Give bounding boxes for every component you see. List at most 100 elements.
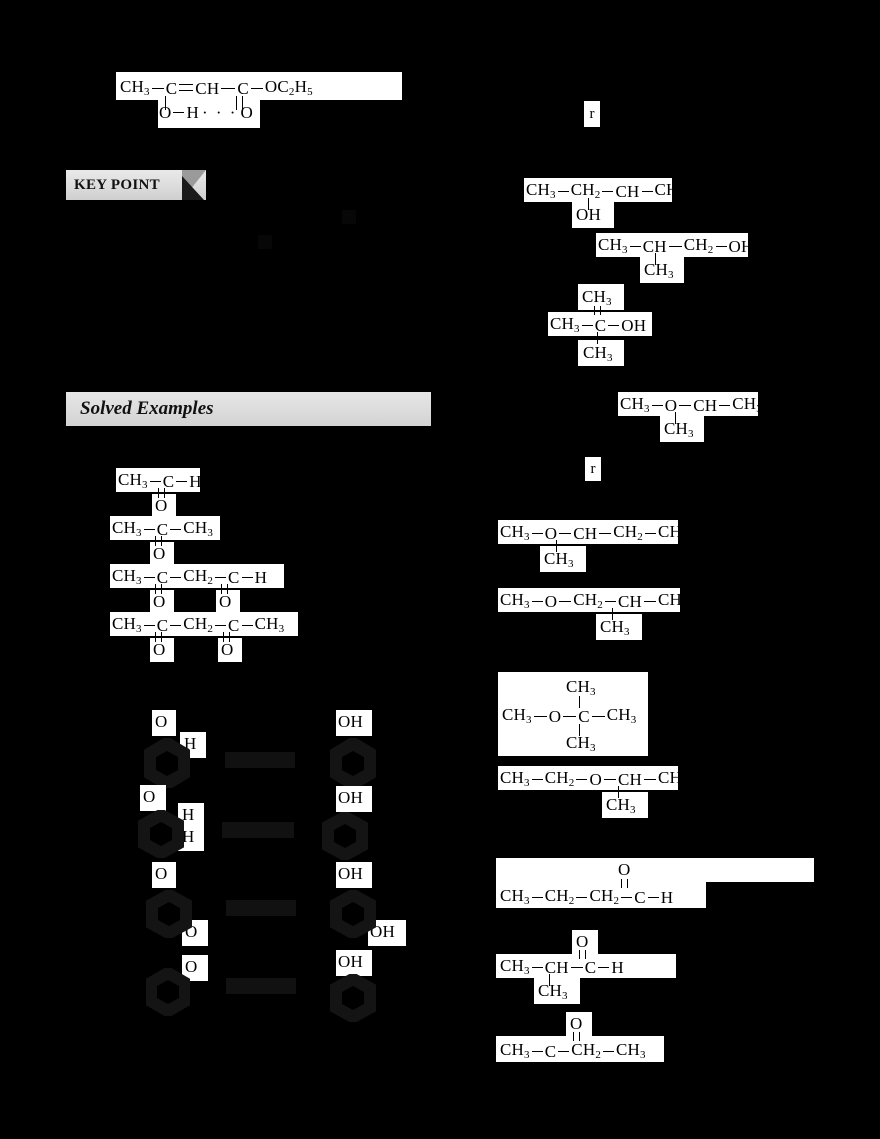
key-point-label: KEY POINT bbox=[74, 176, 160, 193]
patch-ring-r1-left-o bbox=[152, 710, 176, 736]
fragment-r-mid: r bbox=[585, 457, 601, 481]
bond-oxobutanal-co2 bbox=[221, 584, 228, 594]
bond-butanal-co bbox=[621, 879, 628, 888]
patch-ring-r1-right-oh bbox=[336, 710, 372, 736]
solved-examples-banner: Solved Examples bbox=[66, 392, 431, 426]
label-ring-r2-left-h1: H bbox=[182, 805, 195, 824]
label-ring-r3-right-oh1: OH bbox=[338, 864, 363, 883]
patch-ring-r2-right-oh bbox=[336, 786, 372, 812]
bond-tertbutanol-bottom bbox=[597, 332, 598, 344]
label-ring-r2-right-oh: OH bbox=[338, 788, 363, 807]
patch-ring-r3-right-oh1 bbox=[336, 862, 372, 888]
label-ring-r1-left-o: O bbox=[155, 712, 168, 731]
bond-carbonyl-vertical bbox=[236, 96, 243, 110]
patch-tertbutanol-bot bbox=[578, 340, 624, 366]
benzene-ring-r4-right bbox=[330, 974, 376, 1022]
label-butanal-o: O bbox=[618, 860, 631, 879]
bond-tertbutanol-top bbox=[594, 306, 601, 315]
structure-2-methylpropanal: CH3 CH C H bbox=[500, 956, 624, 977]
label-ring-r2-left-h2: H bbox=[182, 827, 195, 846]
structure-propanone: CH3 C CH3 bbox=[112, 518, 214, 539]
label-mtbe-top-ch3: CH3 bbox=[566, 677, 596, 698]
patch-butanal-o bbox=[496, 858, 814, 882]
patch-ethoxypropane-ch3 bbox=[602, 792, 648, 818]
patch-propanone bbox=[110, 516, 220, 540]
bond-methylpropanal-ch3 bbox=[549, 974, 550, 986]
benzene-ring-r3-left bbox=[146, 890, 192, 938]
label-ring-r1-right-oh: OH bbox=[338, 712, 363, 731]
benzene-ring-r2-left bbox=[138, 810, 184, 858]
patch-ring-r4-right-oh bbox=[336, 950, 372, 976]
patch-oxobutanal-o2 bbox=[216, 590, 240, 614]
label-methylpropanal-ch3: CH3 bbox=[538, 981, 568, 1002]
label-oxobutanal-o2: O bbox=[219, 592, 232, 611]
structure-2-ethoxypropane: CH3 CH2 O CH CH3 bbox=[500, 768, 688, 789]
bond-pentanedione-co1 bbox=[155, 632, 162, 642]
patch-ring-r2-left-o bbox=[140, 785, 166, 811]
patch-pentanol-oh bbox=[572, 202, 614, 228]
patch-ethoxypropane bbox=[498, 766, 678, 790]
bond-ethoxypropane-ch3 bbox=[618, 786, 619, 798]
patch-ring-r3-left-o1 bbox=[152, 862, 176, 888]
bond-propanone-co bbox=[155, 536, 162, 546]
structure-mtbe: CH3 O C CH3 bbox=[502, 705, 637, 726]
patch-oxobutanal bbox=[110, 564, 284, 588]
faint-mark-b bbox=[342, 210, 356, 224]
label-methoxybutane-ch3: CH3 bbox=[544, 549, 574, 570]
bond-enol-vertical-left bbox=[165, 96, 166, 110]
label-methoxymethylpropane-ch3: CH3 bbox=[600, 617, 630, 638]
bond-ethanal-co bbox=[158, 488, 165, 498]
label-ring-r4-left-o: O bbox=[185, 957, 198, 976]
label-tertbutanol-bot-ch3: CH3 bbox=[583, 343, 613, 364]
fragment-r-top: r bbox=[584, 101, 600, 127]
patch-enol-ester-lower bbox=[158, 100, 260, 128]
label-oxobutanal-o1: O bbox=[153, 592, 166, 611]
patch-methoxybutane-ch3 bbox=[540, 546, 586, 572]
structure-pentane-2-4-dione: CH3 C CH2 C CH3 bbox=[112, 614, 285, 635]
patch-pentanol bbox=[524, 178, 672, 202]
patch-methylpropanol-ch3 bbox=[640, 257, 684, 283]
patch-methoxybutane bbox=[498, 520, 678, 544]
label-methylpropanal-o: O bbox=[576, 932, 589, 951]
benzene-ring-r1-right bbox=[330, 738, 376, 788]
label-ring-r4-right-oh: OH bbox=[338, 952, 363, 971]
bond-methoxybutane-ch3 bbox=[556, 540, 557, 552]
label-ethanal-o: O bbox=[155, 496, 168, 515]
patch-oxobutanal-o1 bbox=[150, 590, 174, 614]
structure-enol-ester: CH3 C CH C OC2H5 bbox=[120, 77, 313, 98]
label-pentanol-oh: OH bbox=[576, 205, 601, 224]
label-pentanedione-o2: O bbox=[221, 640, 234, 659]
patch-methylpropanal-ch3 bbox=[534, 978, 580, 1004]
benzene-ring-r2-right bbox=[322, 812, 368, 860]
bond-mtbe-top bbox=[579, 696, 580, 708]
label-ring-r3-right-oh2: OH bbox=[370, 922, 395, 941]
patch-mtbe bbox=[498, 672, 648, 756]
structure-2-methylpropan-1-ol: CH3 CH CH2 OH bbox=[598, 235, 754, 256]
patch-pentanedione bbox=[110, 612, 298, 636]
redaction-ring-r4-arrow bbox=[226, 978, 296, 994]
structure-ethanal: CH3 C H bbox=[118, 470, 202, 491]
patch-propanone-o bbox=[150, 542, 174, 566]
patch-butanone bbox=[496, 1036, 664, 1062]
bond-methylpropanal-co bbox=[579, 950, 586, 959]
label-ring-r3-left-o1: O bbox=[155, 864, 168, 883]
patch-methylpropanal bbox=[496, 954, 676, 978]
label-tertbutanol-top-ch3: CH3 bbox=[582, 287, 612, 308]
bond-methoxypropane-ch3 bbox=[675, 412, 676, 424]
label-ring-r2-left-o: O bbox=[143, 787, 156, 806]
bond-methylpropanol-ch3 bbox=[655, 253, 656, 265]
label-butanone-o: O bbox=[570, 1014, 583, 1033]
patch-methoxymethylpropane-ch3 bbox=[596, 614, 642, 640]
structure-1-methoxy-2-methylpropane: CH3 O CH2 CH CH3 bbox=[500, 590, 688, 611]
patch-butanal bbox=[496, 882, 706, 908]
redaction-ring-r2-arrow bbox=[222, 822, 294, 838]
patch-tertbutanol-top bbox=[578, 284, 624, 310]
structure-2-methoxypropane: CH3 O CH CH3 bbox=[620, 394, 762, 415]
benzene-ring-r1-left bbox=[144, 738, 190, 788]
patch-methoxymethylpropane bbox=[498, 588, 680, 612]
patch-pentanedione-o2 bbox=[218, 638, 242, 662]
solved-examples-label: Solved Examples bbox=[80, 398, 214, 419]
redaction-ring-r3-arrow bbox=[226, 900, 296, 916]
patch-methoxypropane bbox=[618, 392, 758, 416]
redaction-ring-r1-arrow bbox=[225, 752, 295, 768]
